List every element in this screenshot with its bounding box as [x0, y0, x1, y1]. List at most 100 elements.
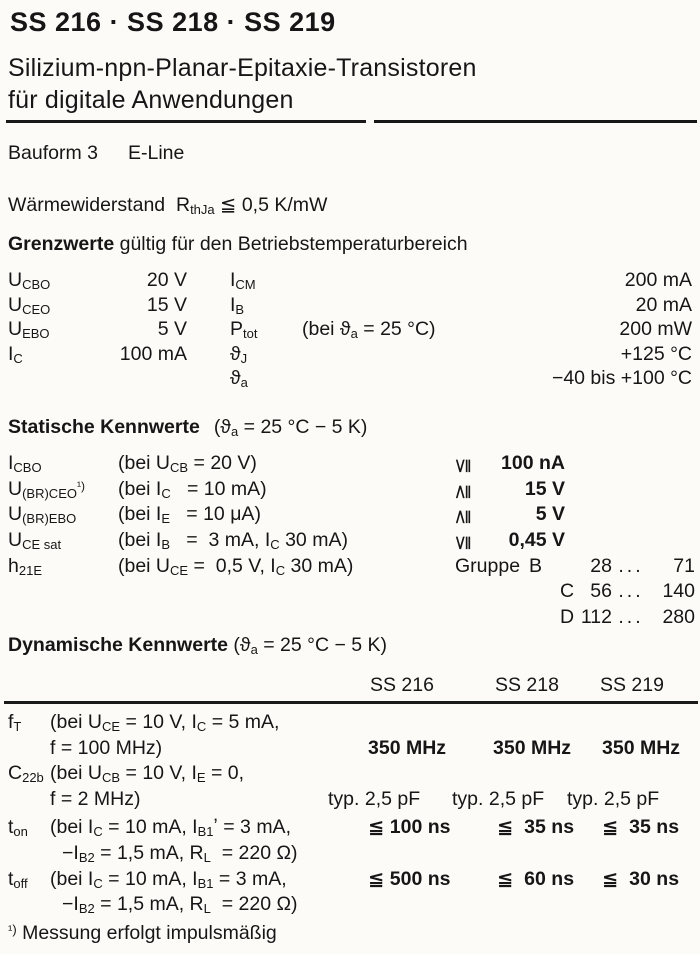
param-symbol: ICM	[230, 269, 256, 292]
subscript: CEO	[22, 301, 51, 317]
gruppe-range: 28 ... 71	[575, 554, 695, 578]
value-ss218: 350 MHz	[493, 736, 572, 759]
param-condition: (bei IC = 10 mA)	[118, 477, 267, 501]
param-value: −40 bis +100 °C	[551, 367, 692, 389]
subscript: C	[270, 537, 280, 553]
subscript: J	[240, 350, 248, 366]
param-symbol: IB	[230, 293, 245, 317]
param-value: 100 mA	[119, 342, 187, 365]
range-dots: ...	[618, 554, 644, 577]
value-ss218: typ. 2,5 pF	[452, 787, 545, 810]
subscript: CBO	[13, 460, 42, 475]
horizontal-rule-table	[4, 701, 698, 704]
subscript: a	[350, 326, 358, 341]
param-symbol: ICBO	[8, 452, 42, 475]
value-ss218: ≦ 35 ns	[497, 816, 575, 839]
param-condition: −IB2 = 1,5 mA, RL = 220 Ω)	[62, 841, 298, 865]
subscript: C	[275, 562, 286, 578]
subscript: a	[250, 642, 258, 657]
value-ss219: 350 MHz	[602, 736, 681, 759]
subscript: B	[235, 301, 245, 317]
page-subtitle: Silizium-npn-Planar-Epitaxie-Transistore…	[8, 52, 477, 116]
param-value: 20 V	[146, 269, 187, 291]
param-symbol: UCE sat	[8, 529, 62, 553]
param-symbol: U(BR)EBO	[8, 503, 77, 527]
grenzwerte-heading-bold: Grenzwerte	[8, 233, 115, 255]
column-header-ss218: SS 218	[495, 674, 559, 696]
param-value: 15 V	[524, 477, 565, 500]
dynamic-table: fT (bei UCE = 10 V, IC = 5 mA, f = 100 M…	[8, 710, 700, 918]
subscript: CM	[235, 277, 256, 292]
static-row: D 112 ... 280	[8, 605, 695, 631]
param-value: 15 V	[146, 293, 187, 316]
rule-segment	[6, 120, 366, 123]
gruppe-letter: C	[560, 580, 575, 603]
range-from: 56	[590, 580, 612, 603]
footnote: ¹) Messung erfolgt impulsmäßig	[8, 922, 277, 944]
param-condition: f = 2 MHz)	[50, 787, 141, 810]
subscript: B2	[78, 901, 95, 917]
subscript: on	[13, 824, 28, 840]
gruppe-range: 56 ... 140	[575, 579, 695, 603]
param-condition: (bei IC = 10 mA, IB1ʼ = 3 mA,	[50, 816, 291, 840]
subscript: C	[13, 350, 23, 366]
dynamic-row-c22b-line1: C22b (bei UCB = 10 V, IE = 0,	[8, 761, 700, 787]
gruppe-letter: B	[529, 554, 543, 577]
subscript: 21E	[18, 562, 42, 578]
value-ss216: 350 MHz	[368, 736, 447, 759]
subscript: B	[161, 537, 171, 553]
gruppe-letter: D	[560, 606, 575, 629]
static-heading-bold: Statische Kennwerte	[8, 416, 200, 438]
static-row: ICBO (bei UCB = 20 V) ≦ 100 nA	[8, 451, 692, 477]
param-condition: (bei UCE = 0,5 V, IC 30 mA)	[118, 554, 354, 578]
limits-table: UCBO 20 V ICM 200 mA UCEO 15 V IB 20 mA …	[8, 268, 692, 391]
param-condition: −IB2 = 1,5 mA, RL = 220 Ω)	[62, 893, 298, 917]
static-row: h21E (bei UCE = 0,5 V, IC 30 mA) Gruppe B…	[8, 554, 695, 580]
subscript: 22b	[22, 770, 44, 786]
static-row: C 56 ... 140	[8, 579, 695, 605]
subscript: L	[203, 901, 211, 917]
gruppe-row: D 112 ... 280	[455, 605, 695, 629]
bauform-value: E-Line	[127, 142, 185, 164]
range-from: 112	[580, 606, 612, 629]
param-value: 20 mA	[635, 293, 692, 316]
static-row: U(BR)CEO¹) (bei IC = 10 mA) ≧ 15 V	[8, 477, 692, 503]
subscript: C	[161, 485, 171, 501]
dynamic-row-ft-line2: f = 100 MHz) 350 MHz 350 MHz 350 MHz	[8, 736, 700, 762]
subtitle-line-1: Silizium-npn-Planar-Epitaxie-Transistore…	[8, 54, 477, 82]
dynamic-row-ft-line1: fT (bei UCE = 10 V, IC = 5 mA,	[8, 710, 700, 736]
value-ss216: typ. 2,5 pF	[328, 787, 421, 810]
range-to: 71	[673, 554, 695, 577]
bauform-label: Bauform 3	[8, 142, 98, 164]
subscript: CE sat	[22, 537, 62, 553]
value-ss219: typ. 2,5 pF	[567, 787, 660, 810]
param-symbol: ϑa	[230, 367, 248, 390]
subscript: C	[93, 824, 103, 840]
param-value: 200 mA	[624, 269, 692, 291]
param-symbol: ton	[8, 816, 28, 840]
param-symbol: ϑJ	[230, 342, 248, 366]
param-symbol: U(BR)CEO¹)	[8, 477, 85, 501]
param-symbol: h21E	[8, 554, 42, 578]
subscript: a	[240, 375, 248, 390]
thermal-resistance-line: Wärmewiderstand RthJa ≦ 0,5 K/mW	[8, 194, 328, 217]
subscript: L	[203, 849, 211, 865]
page-title: SS 216 · SS 218 · SS 219	[10, 7, 336, 37]
superscript: ¹)	[8, 922, 17, 937]
limit-row: UEBO 5 V Ptot (bei ϑa = 25 °C) 200 mW	[8, 317, 692, 342]
dynamic-row-ton-line1: ton (bei IC = 10 mA, IB1ʼ = 3 mA, ≦ 100 …	[8, 815, 700, 841]
range-dots: ...	[618, 580, 644, 603]
param-symbol: C22b	[8, 762, 44, 786]
subscript: B1	[197, 875, 214, 891]
superscript: ¹)	[76, 478, 85, 493]
param-value: +125 °C	[620, 342, 692, 365]
grenzwerte-heading: Grenzwerte gültig für den Betriebstemper…	[8, 232, 468, 256]
limit-row: UCEO 15 V IB 20 mA	[8, 293, 692, 318]
limit-row: IC 100 mA ϑJ +125 °C	[8, 342, 692, 367]
subscript: CE	[102, 719, 121, 734]
value-ss216: ≦ 500 ns	[368, 867, 451, 890]
subscript: CE	[170, 562, 189, 578]
param-symbol: IC	[8, 342, 23, 366]
subscript: E	[161, 511, 171, 527]
